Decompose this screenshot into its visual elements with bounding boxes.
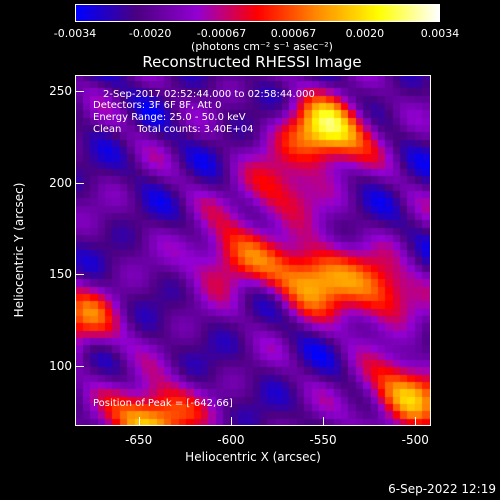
colorbar-tick-label: -0.00067 <box>196 27 247 40</box>
y-tick-mark <box>76 90 84 92</box>
y-tick-mark <box>76 182 84 184</box>
y-tick-label: 250 <box>49 83 72 98</box>
x-axis-label: Heliocentric X (arcsec) <box>185 450 321 464</box>
colorbar-tick-label: 0.0034 <box>420 27 460 40</box>
annotation-energy: Energy Range: 25.0 - 50.0 keV <box>93 112 246 123</box>
timestamp: 6-Sep-2022 12:19 <box>388 482 496 496</box>
colorbar-tick-label: 0.0020 <box>345 27 385 40</box>
plot-title: Reconstructed RHESSI Image <box>142 53 362 71</box>
y-tick-mark <box>76 274 84 276</box>
x-tick-label: -500 <box>401 433 429 447</box>
x-tick-label: -600 <box>217 433 245 447</box>
y-axis-label: Heliocentric Y (arcsec) <box>12 182 26 318</box>
annotation-time-range: 2-Sep-2017 02:52:44.000 to 02:58:44.000 <box>103 89 315 100</box>
y-tick-mark <box>76 366 84 368</box>
x-tick-mark <box>138 417 140 425</box>
annotation-detectors: Detectors: 3F 6F 8F, Att 0 <box>93 100 222 111</box>
heatmap-image <box>76 76 430 425</box>
annotation-peak: Position of Peak = [-642,66] <box>93 398 233 409</box>
colorbar <box>75 4 440 22</box>
x-tick-label: -550 <box>309 433 337 447</box>
x-tick-label: -650 <box>125 433 153 447</box>
annotation-clean: Clean Total counts: 3.40E+04 <box>93 124 254 135</box>
x-tick-mark <box>230 417 232 425</box>
plot-frame <box>75 75 431 426</box>
colorbar-tick-label: 0.00067 <box>270 27 317 40</box>
x-tick-mark <box>323 417 325 425</box>
colorbar-tick-label: -0.0034 <box>53 27 97 40</box>
colorbar-tick-label: -0.0020 <box>128 27 172 40</box>
colorbar-units: (photons cm⁻² s⁻¹ asec⁻²) <box>191 40 333 53</box>
y-tick-label: 100 <box>49 359 72 374</box>
y-tick-label: 150 <box>49 267 72 282</box>
y-tick-label: 200 <box>49 175 72 190</box>
x-tick-mark <box>415 417 417 425</box>
